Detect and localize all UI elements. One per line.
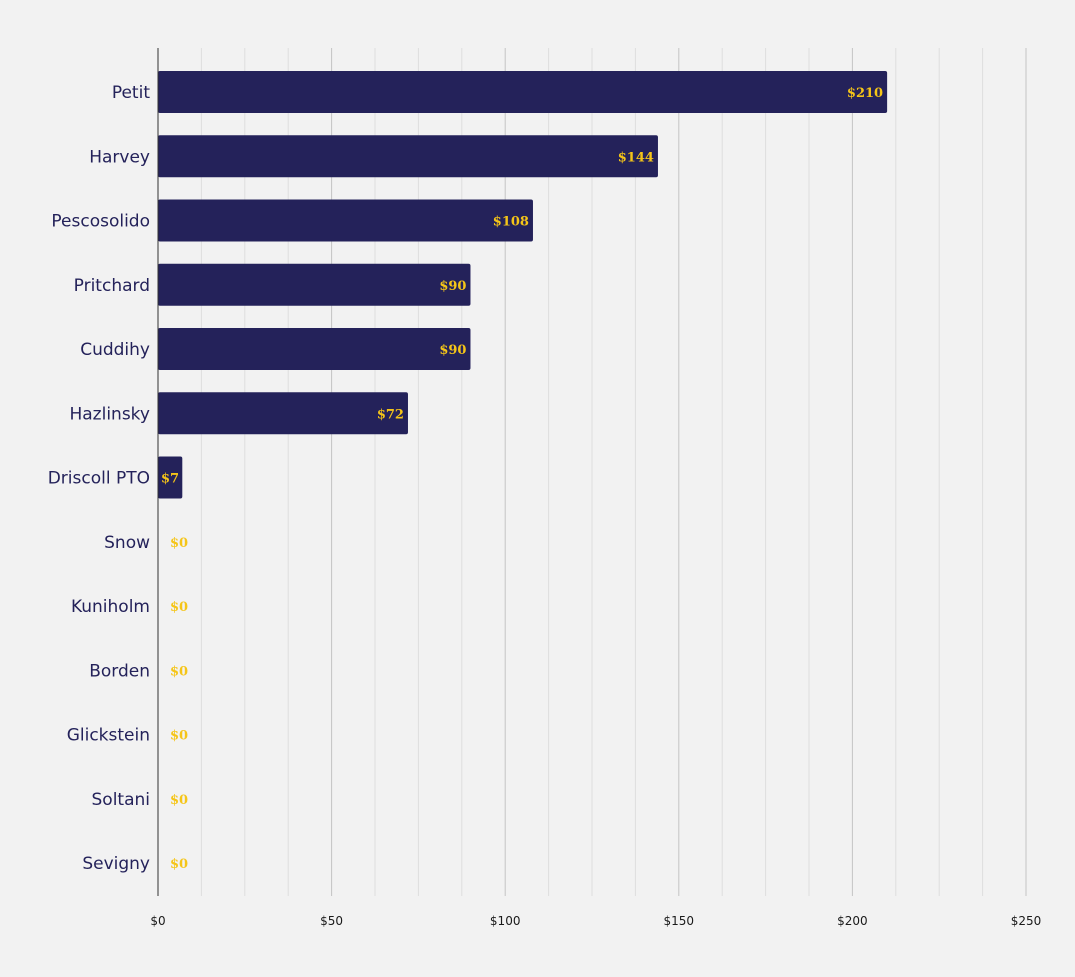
bar [158, 135, 658, 178]
category-label: Borden [89, 661, 150, 681]
category-label: Soltani [92, 790, 151, 810]
x-tick-label: $250 [1011, 914, 1042, 928]
x-tick-label: $100 [490, 914, 521, 928]
value-label: $144 [618, 150, 654, 165]
value-label: $0 [170, 729, 188, 744]
bar [158, 328, 471, 370]
value-label: $7 [161, 472, 179, 487]
value-label: $0 [170, 793, 188, 808]
label-layer: $0 $50 $100 $150 $200 $250 Petit $210 Harvey $144… [48, 83, 1042, 928]
value-label: $210 [847, 86, 883, 101]
value-label: $0 [170, 600, 188, 615]
bar [158, 392, 408, 435]
category-label: Glickstein [67, 726, 150, 746]
bar-layer [158, 71, 888, 499]
bar [158, 199, 533, 242]
category-label: Cuddihy [80, 340, 150, 360]
value-label: $90 [439, 279, 466, 294]
x-tick-label: $150 [664, 914, 695, 928]
value-label: $90 [439, 343, 466, 358]
category-label: Driscoll PTO [48, 469, 150, 489]
category-label: Pritchard [74, 276, 150, 296]
category-label: Snow [104, 533, 150, 553]
bar [158, 71, 888, 113]
category-label: Petit [112, 83, 150, 103]
bar [158, 263, 471, 306]
category-label: Pescosolido [51, 212, 150, 232]
value-label: $0 [170, 857, 188, 872]
value-label: $0 [170, 536, 188, 551]
category-label: Kuniholm [71, 597, 150, 617]
category-label: Harvey [89, 147, 150, 167]
grid-layer [200, 48, 1027, 896]
value-label: $72 [377, 407, 404, 422]
value-label: $108 [493, 215, 529, 230]
x-tick-label: $50 [320, 914, 343, 928]
category-label: Hazlinsky [69, 404, 150, 424]
category-label: Sevigny [82, 854, 150, 874]
value-label: $0 [170, 664, 188, 679]
bar [158, 456, 183, 499]
x-tick-label: $0 [150, 914, 165, 928]
x-tick-label: $200 [837, 914, 868, 928]
